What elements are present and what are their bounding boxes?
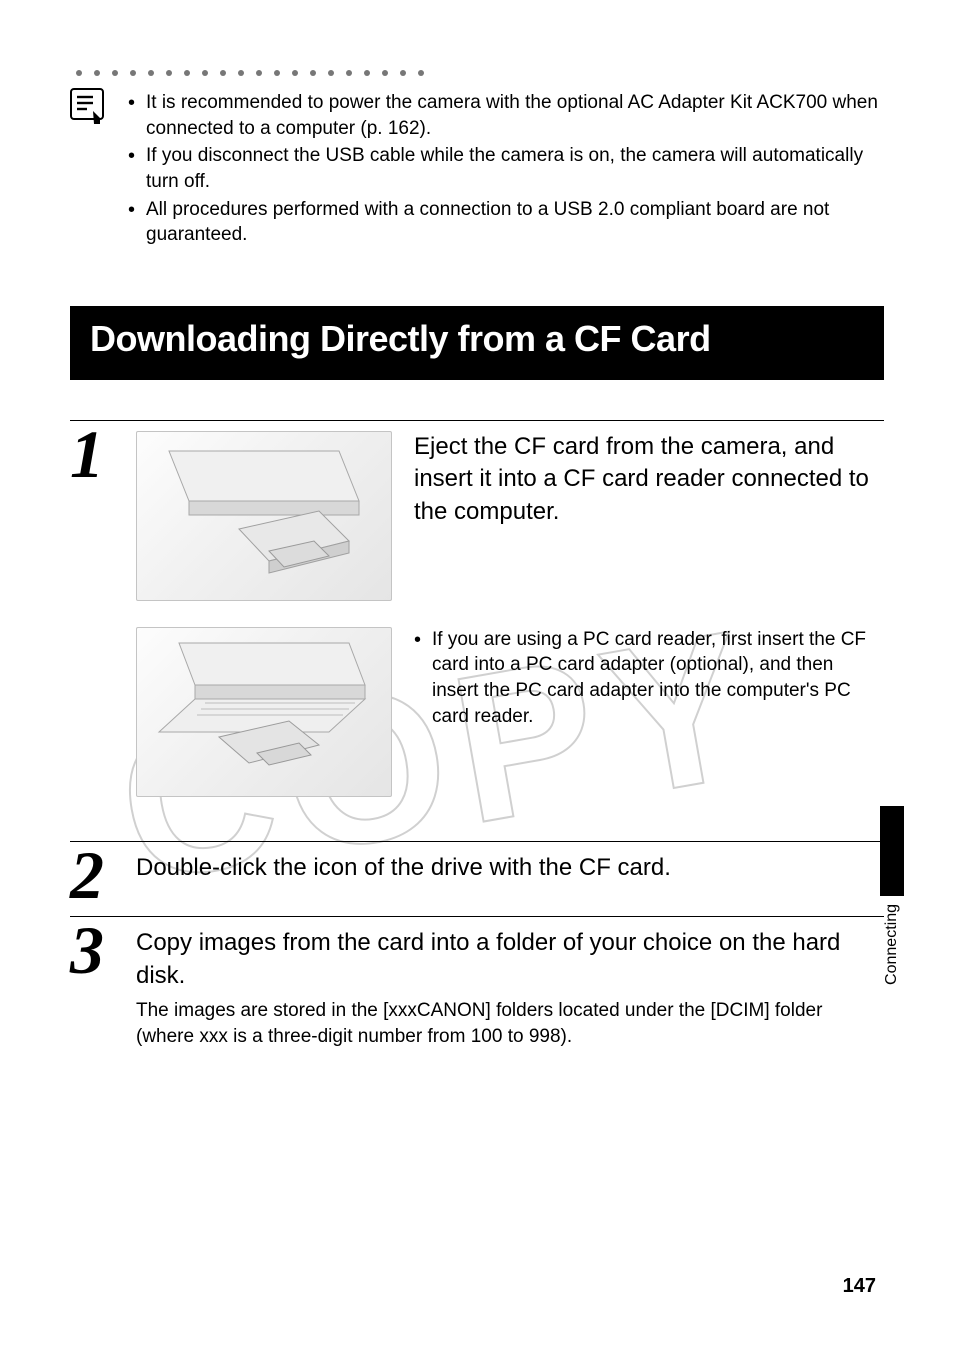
- note-list: It is recommended to power the camera wi…: [128, 90, 884, 250]
- dot: [346, 70, 352, 76]
- dot: [328, 70, 334, 76]
- dot: [112, 70, 118, 76]
- side-tab-label: Connecting: [883, 904, 901, 985]
- step-3-detail: The images are stored in the [xxxCANON] …: [136, 998, 884, 1049]
- dot: [238, 70, 244, 76]
- dot: [202, 70, 208, 76]
- step-number: 2: [70, 848, 116, 902]
- page-number: 147: [843, 1275, 876, 1298]
- dot: [148, 70, 154, 76]
- dot: [130, 70, 136, 76]
- step-number: 1: [70, 427, 116, 481]
- dot: [94, 70, 100, 76]
- step-3: 3 Copy images from the card into a folde…: [70, 916, 884, 1049]
- dot: [220, 70, 226, 76]
- note-text: If you disconnect the USB cable while th…: [146, 145, 863, 192]
- dot: [310, 70, 316, 76]
- illustration-pc-card: [136, 627, 392, 797]
- note-text: All procedures performed with a connecti…: [146, 199, 829, 246]
- dot: [166, 70, 172, 76]
- dot: [274, 70, 280, 76]
- step-1-sub-list: If you are using a PC card reader, first…: [414, 627, 884, 797]
- dot: [418, 70, 424, 76]
- section-underline: [70, 377, 884, 380]
- step-1-sub-item: If you are using a PC card reader, first…: [414, 627, 884, 730]
- step-3-lead: Copy images from the card into a folder …: [136, 927, 884, 992]
- step-number: 3: [70, 923, 116, 977]
- dot: [184, 70, 190, 76]
- dot: [256, 70, 262, 76]
- step-2: 2 Double-click the icon of the drive wit…: [70, 841, 884, 902]
- step-1-lead: Eject the CF card from the camera, and i…: [414, 431, 884, 601]
- note-item: All procedures performed with a connecti…: [128, 197, 884, 248]
- dot: [76, 70, 82, 76]
- note-item: If you disconnect the USB cable while th…: [128, 143, 884, 194]
- step-1: 1 Eject the CF card from the camera, and…: [70, 420, 884, 823]
- step-1-sub-text: If you are using a PC card reader, first…: [432, 629, 866, 727]
- note-item: It is recommended to power the camera wi…: [128, 90, 884, 141]
- dot: [400, 70, 406, 76]
- section-title-bar: Downloading Directly from a CF Card: [70, 306, 884, 377]
- section-title: Downloading Directly from a CF Card: [90, 318, 711, 359]
- dot: [364, 70, 370, 76]
- step-2-lead: Double-click the icon of the drive with …: [136, 852, 884, 884]
- dot: [292, 70, 298, 76]
- illustration-cf-reader: [136, 431, 392, 601]
- note-text: It is recommended to power the camera wi…: [146, 92, 878, 139]
- dot: [382, 70, 388, 76]
- dotted-separator: [76, 70, 884, 76]
- note-block: It is recommended to power the camera wi…: [70, 90, 884, 250]
- note-icon: [70, 88, 104, 131]
